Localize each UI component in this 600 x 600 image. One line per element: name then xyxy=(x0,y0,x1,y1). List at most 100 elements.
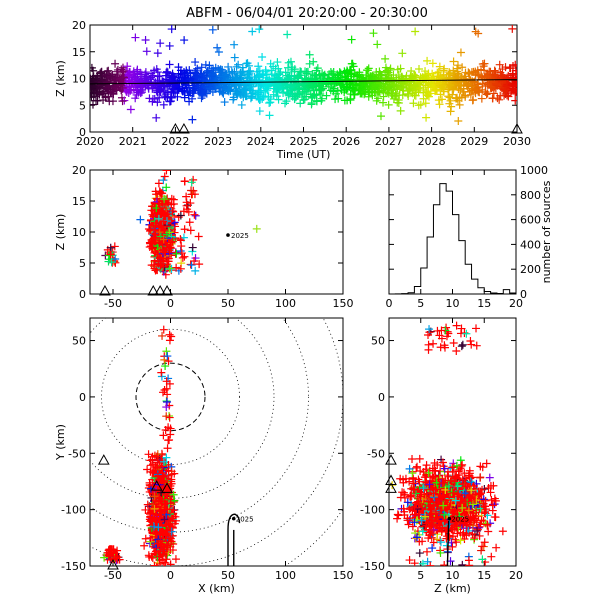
station-marker xyxy=(161,482,173,493)
source-point xyxy=(486,67,495,76)
source-point xyxy=(273,87,282,96)
source-point xyxy=(465,74,474,83)
source-point xyxy=(470,81,479,90)
x-tick-label: 100 xyxy=(275,297,296,310)
source-point xyxy=(195,260,204,269)
source-point xyxy=(246,94,255,103)
source-point xyxy=(100,89,109,98)
source-point xyxy=(166,534,175,543)
source-point xyxy=(159,431,168,440)
source-point xyxy=(153,456,162,465)
source-point xyxy=(219,82,228,91)
source-point xyxy=(185,66,194,75)
source-point xyxy=(334,94,343,103)
y-tick-label: 0 xyxy=(79,126,86,139)
x-tick-label: 2029 xyxy=(460,135,488,148)
source-point xyxy=(157,207,166,216)
source-point xyxy=(423,56,432,65)
source-point xyxy=(254,62,263,71)
source-point xyxy=(509,71,517,80)
source-point xyxy=(347,70,356,79)
source-point xyxy=(373,40,382,49)
x-tick-label: 50 xyxy=(221,297,235,310)
source-point xyxy=(206,84,215,93)
source-point xyxy=(162,412,171,421)
source-point xyxy=(159,100,168,109)
source-point xyxy=(312,96,321,105)
source-point xyxy=(351,80,360,89)
source-point xyxy=(163,398,172,407)
source-point xyxy=(422,461,431,470)
source-point xyxy=(90,74,97,83)
source-point xyxy=(204,66,213,75)
x-tick-label: 2030 xyxy=(503,135,531,148)
source-point xyxy=(170,519,179,528)
trend-line xyxy=(90,79,517,85)
x-tick-label: 5 xyxy=(417,569,424,582)
x-tick-label: 0 xyxy=(167,569,174,582)
y-tick-label: 5 xyxy=(79,99,86,112)
source-point xyxy=(405,556,414,565)
y-tick-label: 0 xyxy=(79,391,86,404)
source-point xyxy=(153,462,162,471)
source-point xyxy=(237,100,246,109)
source-point xyxy=(316,85,325,94)
source-point xyxy=(147,237,156,246)
source-point xyxy=(418,537,427,546)
source-point xyxy=(156,496,165,505)
source-point xyxy=(386,75,395,84)
source-point xyxy=(123,62,132,71)
source-point xyxy=(364,92,373,101)
y-tick-label: 50 xyxy=(371,335,385,348)
source-point xyxy=(166,545,175,554)
source-point xyxy=(267,70,276,79)
source-point xyxy=(405,77,414,86)
source-point xyxy=(90,73,95,82)
source-point xyxy=(481,82,490,91)
source-point xyxy=(457,324,466,333)
source-point xyxy=(248,93,257,102)
source-point xyxy=(252,67,261,76)
source-point xyxy=(145,238,154,247)
source-point xyxy=(156,505,165,514)
source-point xyxy=(199,75,208,84)
source-point xyxy=(162,347,171,356)
source-point xyxy=(495,60,504,69)
source-point xyxy=(305,50,314,59)
source-point xyxy=(191,58,200,67)
source-point xyxy=(294,79,303,88)
source-point xyxy=(105,546,114,555)
source-point xyxy=(509,62,517,71)
source-point xyxy=(254,90,263,99)
source-point xyxy=(186,226,195,235)
source-point xyxy=(285,71,294,80)
source-point xyxy=(356,82,365,91)
source-point xyxy=(159,176,168,185)
source-point xyxy=(435,72,444,81)
source-point xyxy=(482,459,491,468)
source-point xyxy=(375,67,384,76)
source-point xyxy=(162,170,171,175)
source-point xyxy=(241,79,250,88)
source-point xyxy=(446,107,455,116)
source-point xyxy=(153,98,162,107)
source-point xyxy=(389,94,398,103)
source-point xyxy=(467,82,476,91)
source-point xyxy=(367,78,376,87)
source-point xyxy=(159,235,168,244)
source-point xyxy=(487,495,496,504)
source-point xyxy=(196,85,205,94)
x-tick-label: 2027 xyxy=(375,135,403,148)
source-point xyxy=(458,560,467,566)
station-marker xyxy=(107,558,119,570)
source-point xyxy=(158,526,167,535)
source-point xyxy=(164,466,173,475)
source-point xyxy=(490,70,499,79)
plot-area xyxy=(90,318,343,566)
source-point xyxy=(363,66,372,75)
source-point xyxy=(393,98,402,107)
source-point xyxy=(256,95,265,104)
source-point xyxy=(396,106,405,115)
source-point xyxy=(445,80,454,89)
